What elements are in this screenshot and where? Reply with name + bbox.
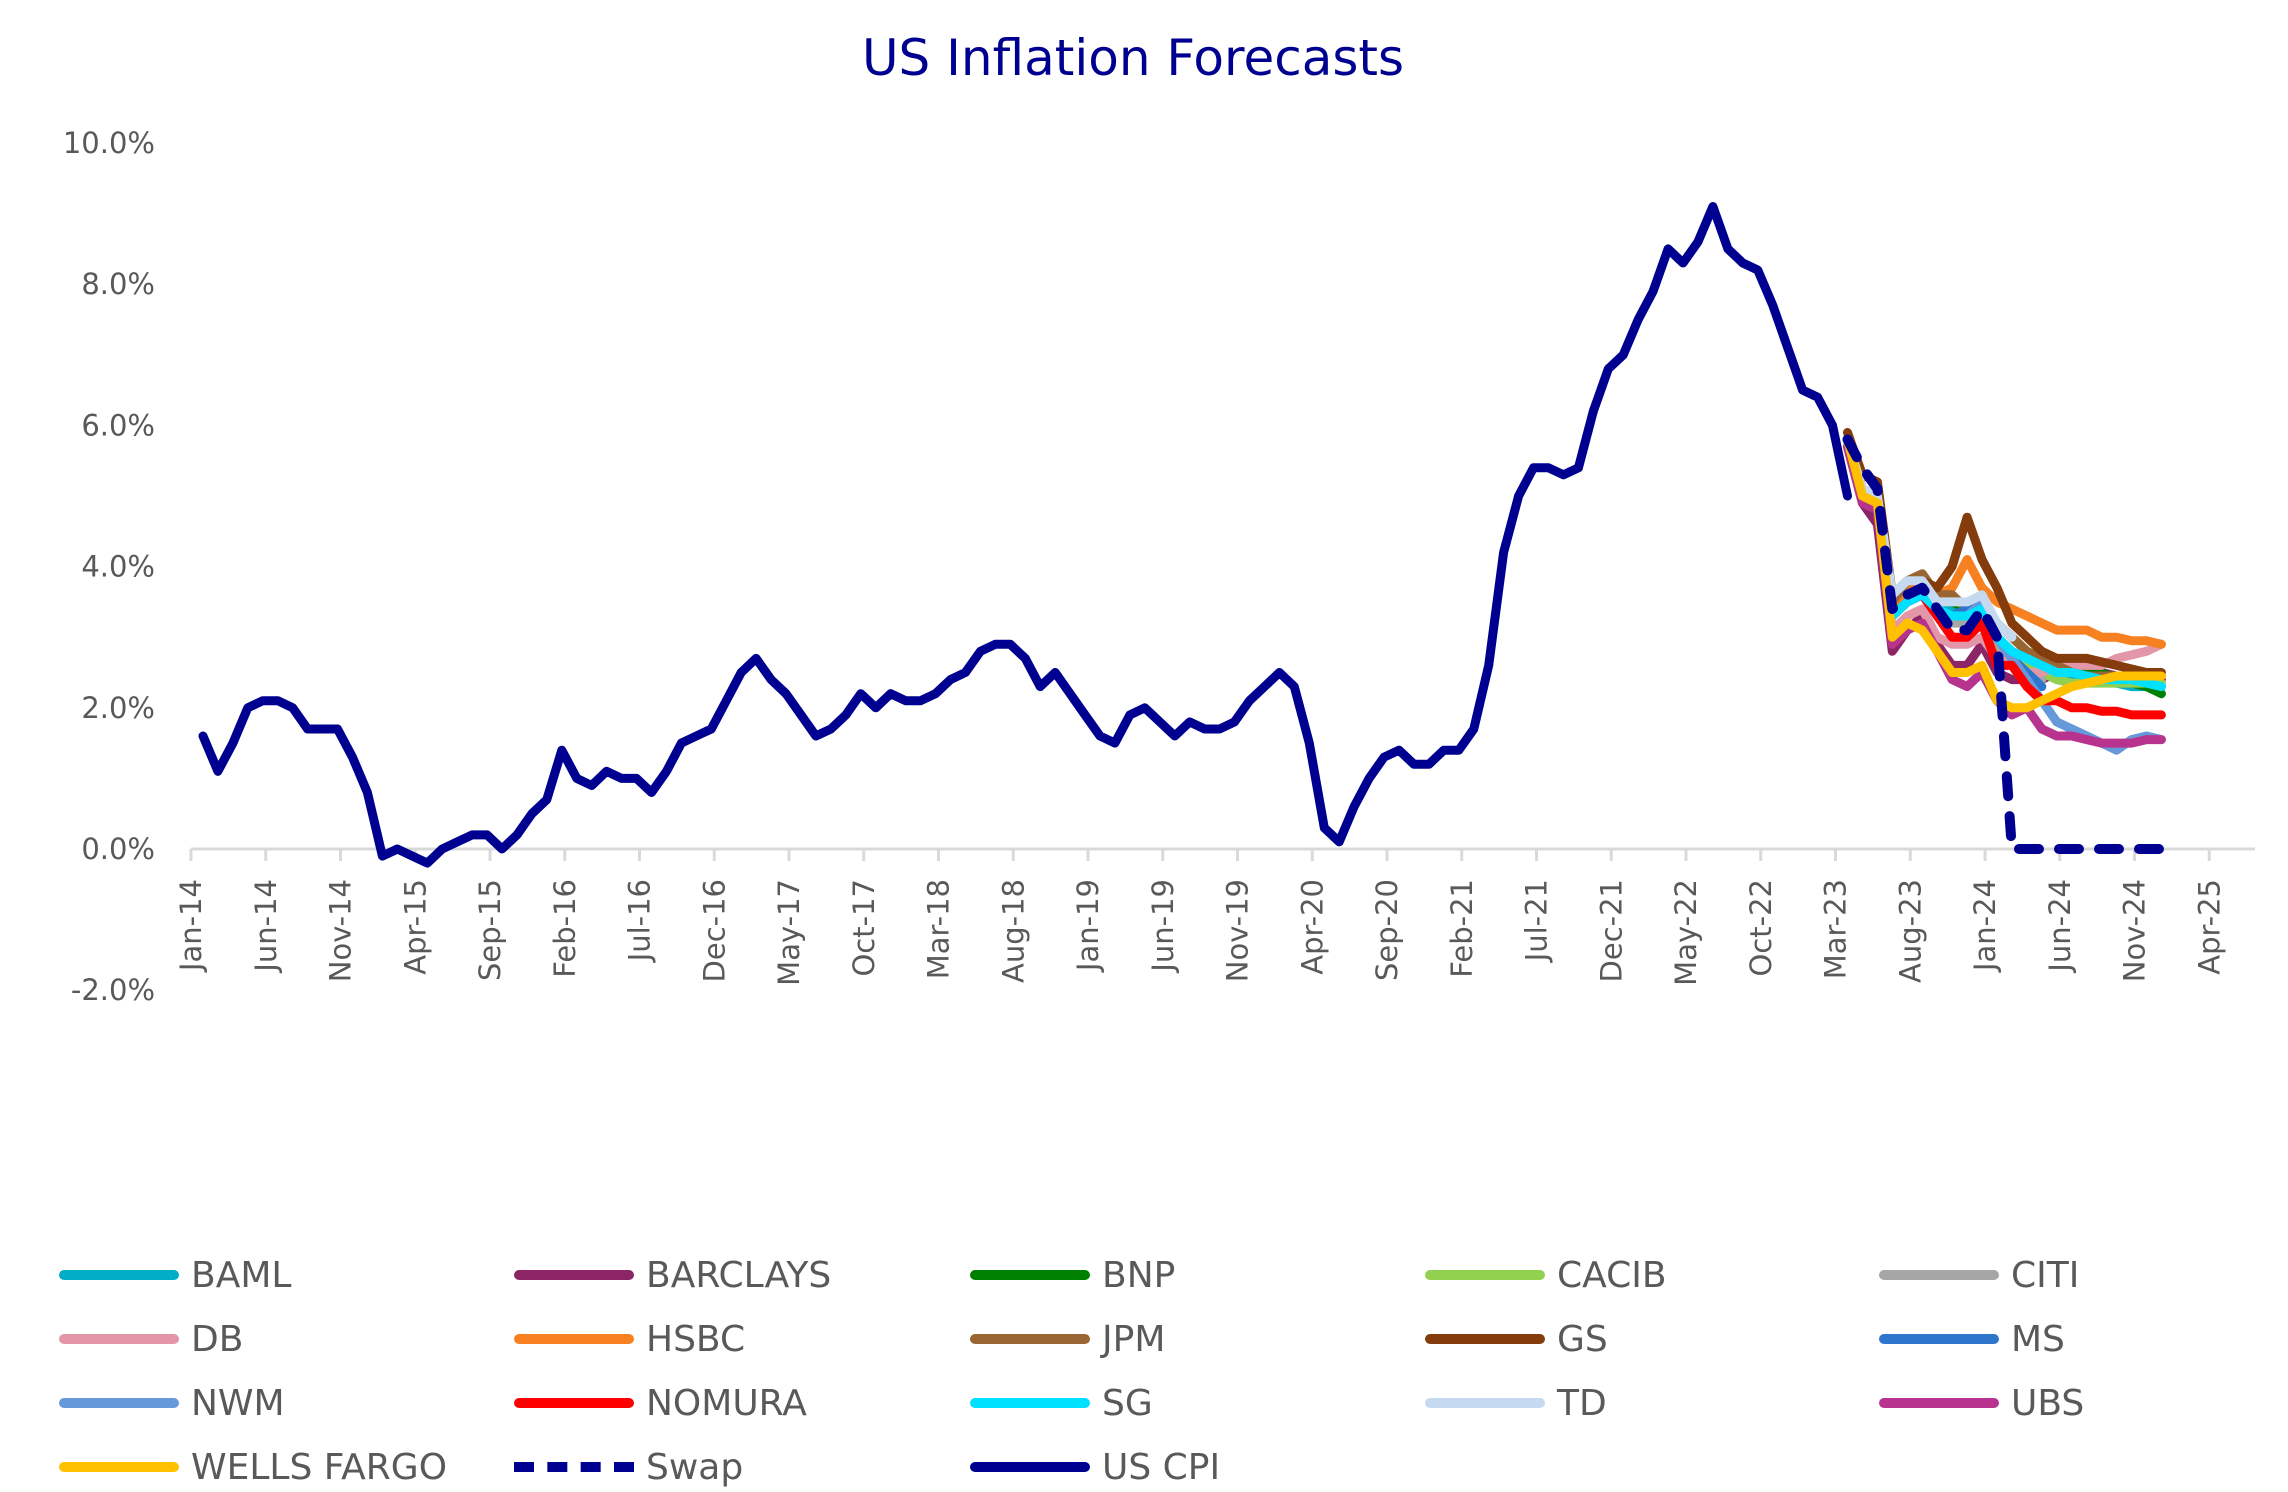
- legend-label: HSBC: [646, 1318, 746, 1360]
- x-tick-label: Jan-24: [1968, 879, 2002, 973]
- legend-label: NWM: [191, 1382, 285, 1424]
- x-tick-label: Oct-17: [847, 879, 881, 977]
- x-tick-label: Sep-15: [473, 879, 507, 981]
- y-tick-label: 0.0%: [81, 832, 155, 866]
- y-tick-label: -2.0%: [71, 973, 155, 1007]
- x-tick-label: Jun-19: [1146, 879, 1180, 974]
- legend-label: GS: [1557, 1318, 1608, 1360]
- legend-item-hsbc[interactable]: HSBC: [514, 1314, 745, 1364]
- series-line-swap: [1842, 434, 2182, 854]
- legend-item-bnp[interactable]: BNP: [970, 1250, 1175, 1300]
- legend-label: BNP: [1102, 1254, 1176, 1296]
- x-tick-label: Nov-14: [324, 879, 358, 982]
- x-tick-label: Jul-16: [623, 879, 657, 963]
- x-tick-label: Aug-18: [996, 879, 1030, 983]
- legend-swatch: [59, 1462, 179, 1472]
- x-tick-label: Mar-23: [1819, 879, 1853, 979]
- legend-item-jpm[interactable]: JPM: [970, 1314, 1165, 1364]
- legend-swatch: [1425, 1334, 1545, 1344]
- legend-swatch: [1879, 1270, 1999, 1280]
- legend-item-cacib[interactable]: CACIB: [1425, 1250, 1667, 1300]
- legend-swatch: [514, 1462, 634, 1472]
- legend-item-us-cpi[interactable]: US CPI: [970, 1442, 1220, 1492]
- legend-item-citi[interactable]: CITI: [1879, 1250, 2079, 1300]
- legend-swatch: [970, 1398, 1090, 1408]
- legend-swatch: [59, 1334, 179, 1344]
- legend-item-baml[interactable]: BAML: [59, 1250, 291, 1300]
- x-tick-label: Apr-20: [1295, 879, 1329, 975]
- y-tick-label: 6.0%: [81, 408, 155, 442]
- x-tick-label: Jul-21: [1520, 879, 1554, 963]
- legend-label: SG: [1102, 1382, 1153, 1424]
- x-tick-label: Apr-25: [2192, 879, 2226, 975]
- y-axis: -2.0% 0.0% 2.0% 4.0% 6.0% 8.0% 10.0%: [63, 126, 155, 1007]
- legend-swatch: [1425, 1270, 1545, 1280]
- legend-swatch: [970, 1334, 1090, 1344]
- legend-label: BAML: [191, 1254, 292, 1296]
- x-tick-label: Sep-20: [1370, 879, 1404, 981]
- x-tick-label: May-22: [1669, 879, 1703, 986]
- legend-label: WELLS FARGO: [191, 1446, 448, 1488]
- y-tick-label: 8.0%: [81, 267, 155, 301]
- legend-swatch: [514, 1334, 634, 1344]
- legend-label: CITI: [2011, 1254, 2080, 1296]
- legend-label: NOMURA: [646, 1382, 807, 1424]
- x-tick-label: Feb-21: [1445, 879, 1479, 978]
- legend-swatch: [970, 1462, 1090, 1472]
- legend-label: BARCLAYS: [646, 1254, 832, 1296]
- legend-label: US CPI: [1102, 1446, 1221, 1488]
- legend-swatch: [1879, 1334, 1999, 1344]
- x-tick-label: Mar-18: [922, 879, 956, 979]
- y-tick-label: 2.0%: [81, 691, 155, 725]
- chart-title: US Inflation Forecasts: [862, 29, 1404, 87]
- legend-item-td[interactable]: TD: [1425, 1378, 1607, 1428]
- legend-item-ubs[interactable]: UBS: [1879, 1378, 2084, 1428]
- series-layer: [198, 202, 2182, 868]
- y-tick-label: 10.0%: [63, 126, 155, 160]
- legend-item-nomura[interactable]: NOMURA: [514, 1378, 807, 1428]
- legend-label: Swap: [646, 1446, 744, 1488]
- x-tick-label: Aug-23: [1893, 879, 1927, 983]
- legend-swatch: [514, 1398, 634, 1408]
- legend-label: DB: [191, 1318, 244, 1360]
- x-tick-label: Jan-14: [174, 879, 208, 973]
- legend-item-sg[interactable]: SG: [970, 1378, 1153, 1428]
- x-axis: Jan-14 Jun-14 Nov-14 Apr-15 Sep-15 Feb-16 Jul-…: [174, 847, 2255, 986]
- x-tick-label: Feb-16: [548, 879, 582, 978]
- series-line-us-cpi: [198, 202, 1852, 868]
- legend-swatch: [59, 1398, 179, 1408]
- legend-label: CACIB: [1557, 1254, 1667, 1296]
- legend-swatch: [514, 1270, 634, 1280]
- x-tick-label: Dec-21: [1594, 879, 1628, 982]
- x-tick-label: Dec-16: [697, 879, 731, 982]
- legend-swatch: [1879, 1398, 1999, 1408]
- legend-item-db[interactable]: DB: [59, 1314, 243, 1364]
- x-tick-label: Oct-22: [1744, 879, 1778, 977]
- legend-item-wells-fargo[interactable]: WELLS FARGO: [59, 1442, 447, 1492]
- legend-label: TD: [1557, 1382, 1607, 1424]
- legend-item-nwm[interactable]: NWM: [59, 1378, 285, 1428]
- legend-item-swap[interactable]: Swap: [514, 1442, 743, 1492]
- legend-label: UBS: [2011, 1382, 2085, 1424]
- legend-item-barclays[interactable]: BARCLAYS: [514, 1250, 831, 1300]
- x-tick-label: Nov-19: [1221, 879, 1255, 982]
- x-tick-label: May-17: [772, 879, 806, 986]
- x-tick-label: Nov-24: [2118, 879, 2152, 982]
- legend-label: MS: [2011, 1318, 2065, 1360]
- legend-swatch: [970, 1270, 1090, 1280]
- legend-swatch: [1425, 1398, 1545, 1408]
- legend-swatch: [59, 1270, 179, 1280]
- y-tick-label: 4.0%: [81, 550, 155, 584]
- x-tick-label: Jun-24: [2043, 879, 2077, 974]
- legend-item-ms[interactable]: MS: [1879, 1314, 2065, 1364]
- legend-item-gs[interactable]: GS: [1425, 1314, 1608, 1364]
- legend-label: JPM: [1102, 1318, 1166, 1360]
- x-tick-label: Jun-14: [249, 879, 283, 974]
- x-tick-label: Jan-19: [1071, 879, 1105, 973]
- x-tick-label: Apr-15: [398, 879, 432, 975]
